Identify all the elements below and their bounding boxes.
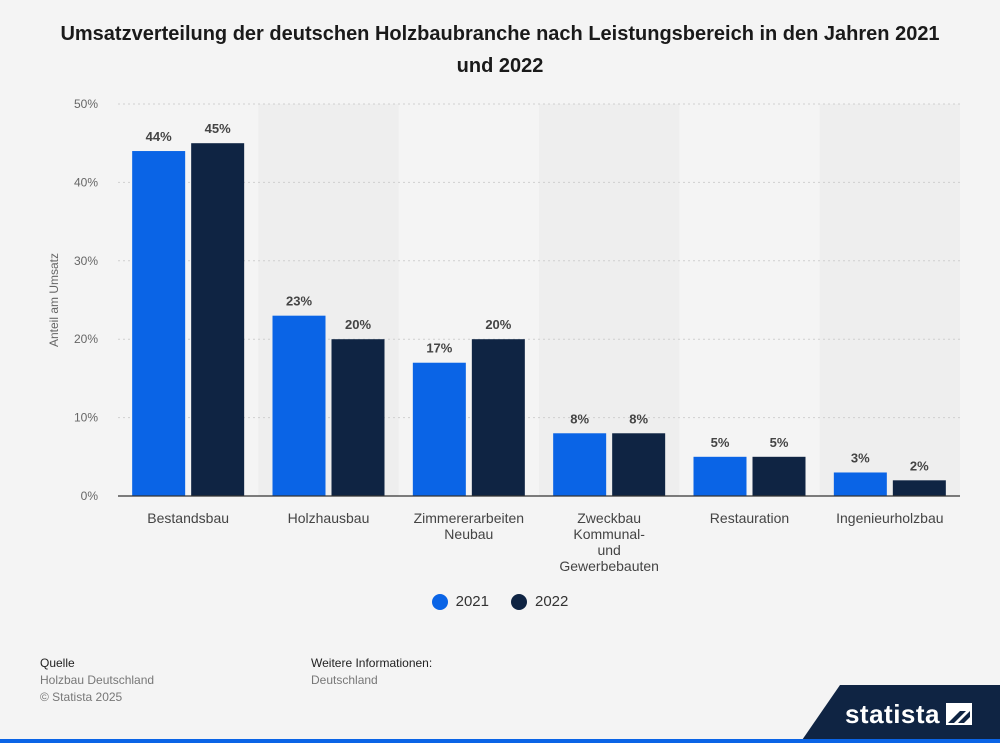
y-axis-title: Anteil am Umsatz bbox=[47, 253, 61, 347]
legend-label-2021: 2021 bbox=[455, 593, 489, 610]
data-label: 8% bbox=[570, 411, 589, 426]
bar-2022[interactable] bbox=[892, 480, 946, 496]
source-heading: Quelle bbox=[40, 656, 75, 670]
bar-2021[interactable] bbox=[553, 433, 607, 496]
category-band bbox=[539, 104, 680, 496]
y-tick-label: 30% bbox=[74, 254, 98, 268]
data-label: 8% bbox=[629, 411, 648, 426]
legend: 2021 2022 bbox=[0, 593, 1000, 610]
bar-2022[interactable] bbox=[471, 339, 525, 496]
x-tick-label: Ingenieurholzbau bbox=[836, 510, 943, 526]
data-label: 44% bbox=[146, 129, 172, 144]
data-label: 23% bbox=[286, 294, 312, 309]
x-tick-label: Restauration bbox=[710, 510, 789, 526]
brand-name: statista bbox=[844, 698, 940, 729]
legend-item-2021[interactable]: 2021 bbox=[431, 593, 489, 610]
bar-2021[interactable] bbox=[132, 151, 186, 497]
bar-2021[interactable] bbox=[412, 362, 466, 496]
x-tick-label: Gewerbebauten bbox=[559, 558, 659, 574]
statista-logo-icon bbox=[946, 703, 972, 725]
bar-2021[interactable] bbox=[833, 472, 887, 496]
info-region: Deutschland bbox=[311, 673, 378, 687]
x-tick-label: und bbox=[597, 542, 620, 558]
copyright: © Statista 2025 bbox=[40, 690, 123, 704]
y-tick-label: 40% bbox=[74, 175, 98, 189]
x-tick-label: Holzhausbau bbox=[288, 510, 370, 526]
info-heading: Weitere Informationen: bbox=[311, 656, 433, 670]
source-name[interactable]: Holzbau Deutschland bbox=[40, 673, 155, 687]
bar-2022[interactable] bbox=[191, 143, 245, 496]
bar-2022[interactable] bbox=[612, 433, 666, 496]
bar-2021[interactable] bbox=[693, 456, 747, 496]
legend-item-2022[interactable]: 2022 bbox=[511, 593, 568, 610]
bottom-accent-line bbox=[0, 739, 1000, 743]
y-tick-label: 50% bbox=[74, 97, 98, 111]
x-tick-label: Neubau bbox=[444, 526, 493, 542]
bar-2022[interactable] bbox=[331, 339, 385, 496]
data-label: 5% bbox=[770, 435, 789, 450]
x-tick-label: Zweckbau bbox=[577, 510, 641, 526]
data-label: 20% bbox=[345, 317, 371, 332]
y-tick-label: 10% bbox=[74, 411, 98, 425]
y-tick-label: 0% bbox=[81, 489, 99, 503]
bar-chart: 0% 10% 20% 30% 40% 50% Anteil am Umsatz 44% 45% B… bbox=[47, 97, 960, 574]
statista-brand[interactable]: statista bbox=[800, 685, 1000, 743]
data-label: 3% bbox=[851, 450, 870, 465]
legend-label-2022: 2022 bbox=[535, 593, 569, 610]
data-label: 45% bbox=[205, 121, 231, 136]
y-tick-label: 20% bbox=[74, 332, 98, 346]
data-label: 2% bbox=[910, 458, 929, 473]
x-tick-label: Zimmererarbeiten bbox=[414, 510, 524, 526]
legend-swatch-2022 bbox=[511, 593, 527, 610]
source-block: Quelle Holzbau Deutschland © Statista 20… bbox=[40, 655, 154, 706]
bar-2021[interactable] bbox=[272, 315, 326, 496]
data-label: 17% bbox=[426, 341, 452, 356]
legend-swatch-2021 bbox=[431, 593, 448, 610]
x-tick-label: Bestandsbau bbox=[147, 510, 229, 526]
category-band bbox=[819, 104, 960, 496]
data-label: 20% bbox=[485, 317, 511, 332]
data-label: 5% bbox=[711, 435, 730, 450]
bar-2022[interactable] bbox=[752, 456, 806, 496]
x-tick-label: Kommunal- bbox=[573, 526, 645, 542]
info-block: Weitere Informationen: Deutschland bbox=[311, 655, 432, 689]
chart-title: Umsatzverteilung der deutschen Holzbaubr… bbox=[60, 23, 940, 77]
